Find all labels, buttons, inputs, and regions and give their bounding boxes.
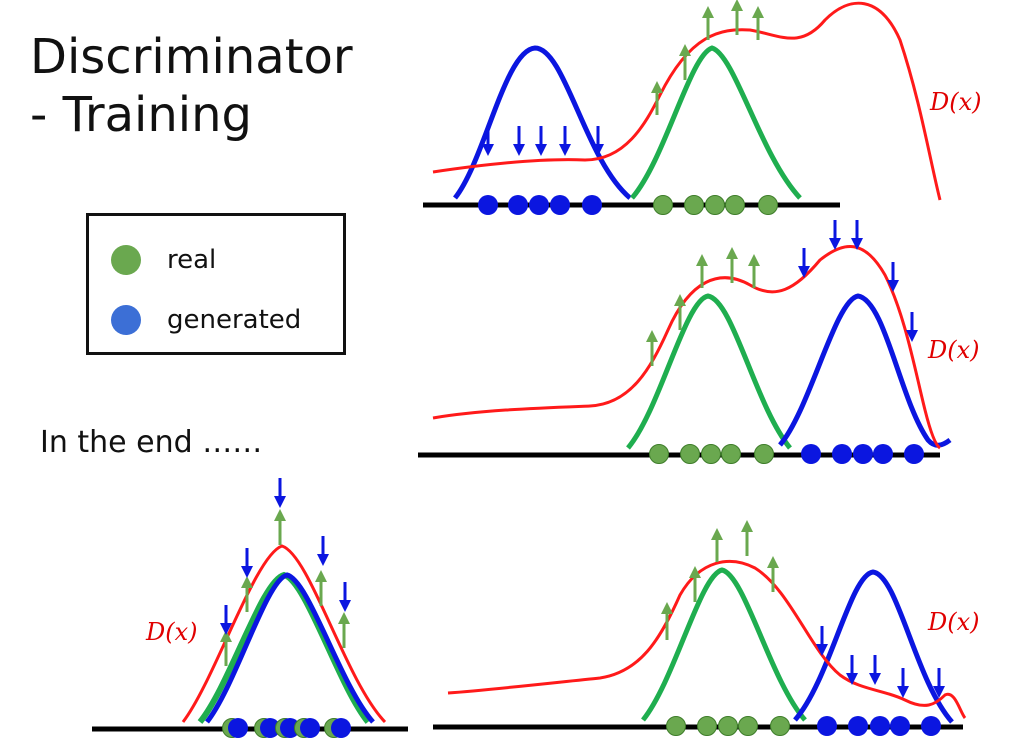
generated-samples	[478, 195, 602, 215]
panel-2: D(x)	[418, 220, 980, 464]
real-sample-dot	[721, 444, 741, 464]
generated-sample-dot	[832, 444, 852, 464]
generated-sample-dot	[817, 716, 837, 736]
down-arrows	[798, 220, 918, 342]
title-line-1: Discriminator	[30, 29, 353, 85]
real-sample-dot	[697, 716, 717, 736]
up-arrows	[220, 509, 350, 666]
real-sample-dot	[701, 444, 721, 464]
real-sample-dot	[705, 195, 725, 215]
real-samples	[666, 716, 790, 736]
real-sample-dot	[718, 716, 738, 736]
real-sample-dot	[653, 195, 673, 215]
generated-distribution-curve	[205, 572, 375, 724]
legend-item-generated: generated	[111, 300, 301, 340]
generated-sample-dot	[550, 195, 570, 215]
real-samples	[653, 195, 778, 215]
legend-box: real generated	[86, 213, 346, 355]
up-arrows	[661, 520, 779, 640]
panel-1: D(x)	[423, 0, 982, 215]
discriminator-label: D(x)	[145, 618, 198, 646]
real-sample-dot	[680, 444, 700, 464]
generated-sample-dot	[300, 718, 320, 738]
generated-sample-dot	[478, 195, 498, 215]
real-sample-dot	[725, 195, 745, 215]
generated-sample-dot	[228, 718, 248, 738]
real-dot-icon	[111, 245, 141, 275]
generated-sample-dot	[890, 716, 910, 736]
generated-samples	[817, 716, 941, 736]
generated-dot-icon	[111, 305, 141, 335]
generated-sample-dot	[853, 444, 873, 464]
real-sample-dot	[738, 716, 758, 736]
up-arrows	[651, 0, 764, 115]
generated-sample-dot	[529, 195, 549, 215]
generated-sample-dot	[904, 444, 924, 464]
real-distribution-curve	[630, 45, 802, 200]
generated-sample-dot	[582, 195, 602, 215]
real-sample-dot	[666, 716, 686, 736]
generated-sample-dot	[870, 716, 890, 736]
title-line-2: - Training	[30, 87, 252, 143]
legend-generated-label: generated	[167, 305, 302, 335]
real-samples	[649, 444, 774, 464]
slide-title: Discriminator - Training	[30, 28, 353, 144]
generated-distribution-curve	[793, 569, 954, 724]
discriminator-label: D(x)	[929, 88, 982, 116]
panel-4: D(x)	[92, 478, 408, 738]
down-arrows	[220, 478, 351, 635]
generated-distribution-curve	[453, 45, 632, 200]
discriminator-curve	[432, 245, 941, 450]
generated-sample-dot	[260, 718, 280, 738]
legend-real-label: real	[167, 245, 217, 275]
real-sample-dot	[770, 716, 790, 736]
discriminator-curve	[432, 1, 942, 201]
real-sample-dot	[684, 195, 704, 215]
mixed-samples	[222, 718, 351, 738]
real-sample-dot	[649, 444, 669, 464]
real-sample-dot	[754, 444, 774, 464]
real-sample-dot	[758, 195, 778, 215]
generated-sample-dot	[280, 718, 300, 738]
legend-item-real: real	[111, 240, 216, 280]
generated-distribution-curve	[778, 293, 952, 448]
real-distribution-curve	[641, 567, 807, 722]
discriminator-curve	[447, 559, 967, 719]
end-text: In the end ……	[40, 425, 263, 460]
generated-sample-dot	[801, 444, 821, 464]
discriminator-curve	[181, 544, 387, 724]
real-distribution-curve	[626, 293, 792, 450]
panel-3: D(x)	[433, 520, 980, 736]
generated-sample-dot	[848, 716, 868, 736]
generated-sample-dot	[921, 716, 941, 736]
generated-sample-dot	[508, 195, 528, 215]
generated-sample-dot	[873, 444, 893, 464]
up-arrows	[646, 247, 760, 366]
generated-sample-dot	[331, 718, 351, 738]
down-arrows	[816, 626, 945, 698]
down-arrows	[482, 126, 604, 156]
discriminator-label: D(x)	[927, 608, 980, 636]
generated-samples	[801, 444, 924, 464]
discriminator-label: D(x)	[927, 336, 980, 364]
